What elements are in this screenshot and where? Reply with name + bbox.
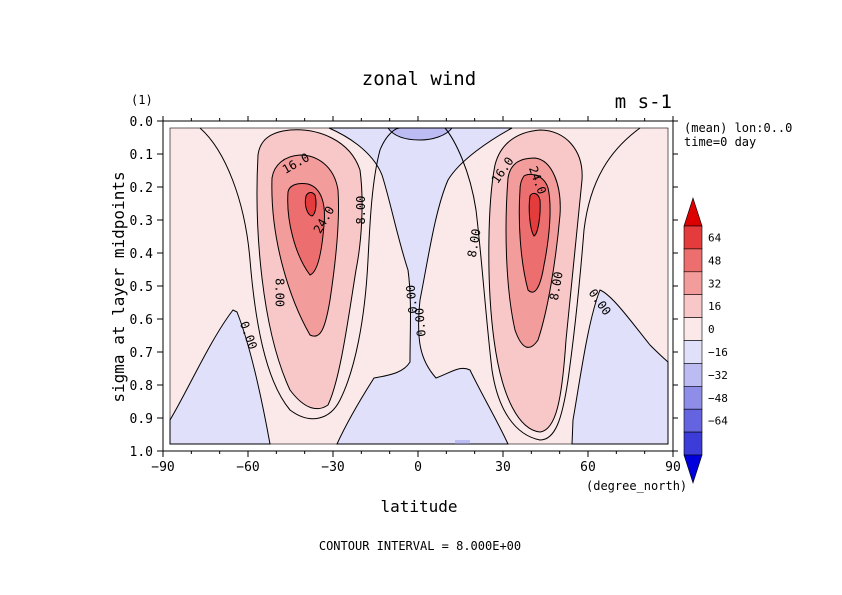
colorbar: 64 48 32 16 0 −16 −32 −48 −64 <box>683 197 728 484</box>
y-tick-label: 0.0 <box>130 115 153 130</box>
colorbar-label: 32 <box>708 277 721 290</box>
contour-label: 8.00 <box>354 196 368 225</box>
y-axis-title: sigma at layer midpoints <box>109 171 128 402</box>
colorbar-label: 16 <box>708 300 721 313</box>
units-label: m s-1 <box>615 91 672 113</box>
colorbar-label: −16 <box>708 346 728 359</box>
x-axis-title: latitude <box>380 497 457 516</box>
x-tick-label: −30 <box>321 460 344 475</box>
colorbar-segment <box>683 197 703 227</box>
colorbar-segment <box>683 294 703 318</box>
y-tick-label: 1.0 <box>130 445 153 460</box>
info-line-1: time=0 day <box>684 135 756 149</box>
colorbar-segment <box>683 248 703 273</box>
y-tick-label: 0.1 <box>130 148 153 163</box>
x-tick-label: 30 <box>495 460 511 475</box>
contour-label: 0.00 <box>404 284 420 314</box>
colorbar-segment <box>683 454 703 484</box>
y-tick-label: 0.2 <box>130 181 153 196</box>
x-tick-label: −90 <box>151 460 174 475</box>
colorbar-segment <box>683 408 703 433</box>
y-tick-label: 0.6 <box>130 313 153 328</box>
x-tick-label: 60 <box>580 460 596 475</box>
colorbar-segment <box>683 363 703 387</box>
colorbar-label: 0 <box>708 323 715 336</box>
y-ticks: 0.0 0.1 0.2 0.3 0.4 0.5 0.6 0.7 0.8 0.9 1.0 <box>130 115 678 460</box>
x-tick-label: −60 <box>236 460 259 475</box>
band-negative-sw <box>169 309 271 445</box>
colorbar-segment <box>683 271 703 295</box>
contour-8-south <box>199 127 401 420</box>
info-line-0: (mean) lon:0..0 <box>684 121 792 135</box>
x-ticks: −90 −60 −30 0 30 60 90 <box>151 116 681 475</box>
band-negative-center <box>328 127 513 445</box>
x-axis-units: (degree_north) <box>586 479 687 493</box>
y-scale-label: (1) <box>131 93 153 107</box>
contour-label: 8.00 <box>465 228 484 259</box>
y-tick-label: 0.4 <box>130 247 154 262</box>
njet-32 <box>528 192 541 237</box>
colorbar-segment <box>683 431 703 456</box>
x-tick-label: 90 <box>665 460 681 475</box>
colorbar-label: 48 <box>708 254 721 267</box>
contour-8-north <box>444 127 641 441</box>
colorbar-segment <box>683 385 703 410</box>
colorbar-label: 64 <box>708 231 722 244</box>
colorbar-segment <box>683 317 703 341</box>
y-tick-label: 0.9 <box>130 412 153 427</box>
sjet-32 <box>304 192 317 217</box>
colorbar-label: −32 <box>708 369 728 382</box>
contour-label: 8.00 <box>273 278 287 307</box>
colorbar-label: −48 <box>708 392 728 405</box>
plot-frame <box>169 127 669 445</box>
contour-field <box>163 121 673 451</box>
band-negative-bottom-sliver <box>455 440 470 444</box>
contour-interval-note: CONTOUR INTERVAL = 8.000E+00 <box>319 539 521 553</box>
contour-label: 8.00 <box>547 270 566 301</box>
contour-label: 0.00 <box>412 307 428 337</box>
colorbar-segment <box>683 225 703 250</box>
y-tick-label: 0.5 <box>130 280 153 295</box>
colorbar-label: −64 <box>708 415 728 428</box>
chart-title: zonal wind <box>362 68 476 90</box>
x-tick-label: 0 <box>414 460 422 475</box>
y-tick-label: 0.7 <box>130 346 153 361</box>
y-tick-label: 0.8 <box>130 379 153 394</box>
colorbar-segment <box>683 340 703 364</box>
y-tick-label: 0.3 <box>130 214 153 229</box>
band-negative-se <box>571 289 669 445</box>
